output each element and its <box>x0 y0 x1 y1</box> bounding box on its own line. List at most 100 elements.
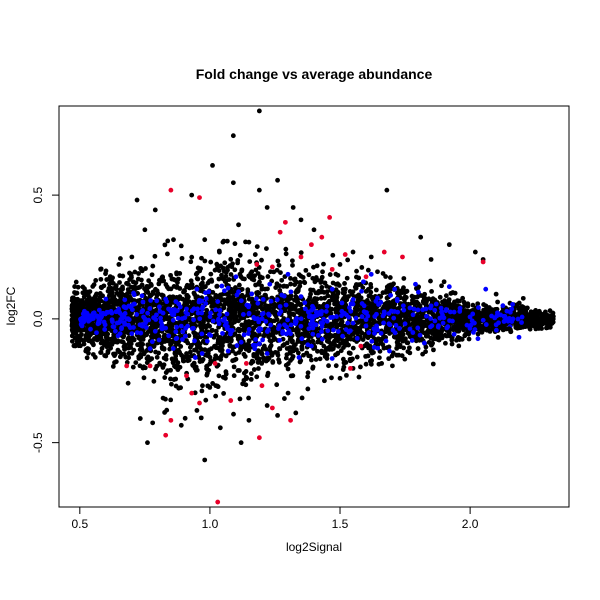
cloud-point <box>125 328 131 334</box>
cloud-point <box>90 284 96 289</box>
cloud-point <box>523 309 529 315</box>
cloud-point <box>483 322 489 327</box>
cloud-point <box>331 327 336 333</box>
cloud-point <box>369 338 375 344</box>
cloud-point <box>354 354 360 360</box>
data-point <box>329 286 335 292</box>
cloud-point <box>363 361 369 367</box>
cloud-point <box>142 286 147 292</box>
cloud-point <box>207 314 213 320</box>
cloud-point <box>187 315 192 321</box>
cloud-point <box>300 275 306 280</box>
cloud-point <box>326 363 331 369</box>
cloud-point <box>283 302 289 308</box>
cloud-point <box>151 378 157 384</box>
cloud-point <box>84 329 90 334</box>
cloud-point <box>110 339 115 345</box>
cloud-point <box>106 286 112 291</box>
cloud-point <box>214 261 220 267</box>
cloud-point <box>191 325 196 331</box>
cloud-point <box>265 274 271 279</box>
data-point <box>418 234 424 240</box>
cloud-point <box>166 337 172 343</box>
cloud-point <box>130 364 136 370</box>
cloud-point <box>264 246 269 251</box>
data-point <box>277 304 283 309</box>
cloud-point <box>396 352 402 358</box>
cloud-point <box>232 310 238 316</box>
data-point <box>475 336 481 342</box>
cloud-point <box>72 284 78 289</box>
cloud-point <box>163 370 169 375</box>
cloud-point <box>259 351 265 357</box>
cloud-point <box>324 303 330 309</box>
cloud-point <box>458 317 464 323</box>
cloud-point <box>334 323 340 329</box>
data-point <box>264 403 270 408</box>
cloud-point <box>281 342 287 347</box>
cloud-point <box>78 343 83 349</box>
data-point <box>173 336 179 342</box>
data-point <box>379 361 385 366</box>
cloud-point <box>71 314 77 319</box>
cloud-point <box>104 309 110 315</box>
cloud-point <box>180 337 185 342</box>
cloud-point <box>148 298 154 303</box>
cloud-point <box>217 312 222 318</box>
cloud-point <box>321 316 327 322</box>
cloud-point <box>288 322 294 328</box>
cloud-point <box>274 281 280 287</box>
cloud-point <box>466 309 472 314</box>
cloud-point <box>279 277 285 283</box>
cloud-point <box>429 289 434 294</box>
cloud-point <box>208 333 214 338</box>
cloud-point <box>259 275 265 281</box>
cloud-point <box>265 370 271 376</box>
cloud-point <box>213 307 219 313</box>
cloud-point <box>333 333 338 338</box>
data-point <box>319 309 325 314</box>
cloud-point <box>336 283 342 288</box>
cloud-point <box>328 321 334 327</box>
cloud-point <box>122 297 128 303</box>
cloud-point <box>196 299 202 305</box>
cloud-point <box>340 356 346 362</box>
cloud-point <box>308 287 313 293</box>
cloud-point <box>282 306 288 312</box>
cloud-point <box>325 328 331 334</box>
cloud-point <box>451 309 457 315</box>
cloud-point <box>282 322 287 328</box>
cloud-point <box>193 331 199 337</box>
cloud-point <box>256 366 261 371</box>
cloud-point <box>318 296 324 301</box>
cloud-point <box>359 301 365 306</box>
cloud-point <box>274 267 280 273</box>
cloud-point <box>336 305 341 311</box>
cloud-point <box>354 335 360 341</box>
cloud-point <box>173 357 179 362</box>
cloud-point <box>284 331 289 337</box>
cloud-point <box>248 271 254 276</box>
cloud-point <box>102 327 108 332</box>
cloud-point <box>387 275 393 280</box>
cloud-point <box>273 330 279 335</box>
cloud-point <box>134 312 140 317</box>
cloud-point <box>208 346 214 352</box>
cloud-point <box>241 302 246 308</box>
cloud-point <box>220 317 226 323</box>
cloud-point <box>495 335 501 340</box>
data-point <box>311 227 317 233</box>
cloud-point <box>509 319 515 325</box>
cloud-point <box>112 360 117 365</box>
cloud-point <box>191 317 196 323</box>
data-point <box>387 348 392 354</box>
cloud-point <box>435 337 441 343</box>
data-point <box>282 219 288 225</box>
cloud-point <box>88 326 93 332</box>
data-point <box>142 227 148 233</box>
cloud-point <box>179 255 185 261</box>
cloud-point <box>223 371 229 377</box>
cloud-point <box>78 298 84 304</box>
cloud-point <box>305 386 311 392</box>
